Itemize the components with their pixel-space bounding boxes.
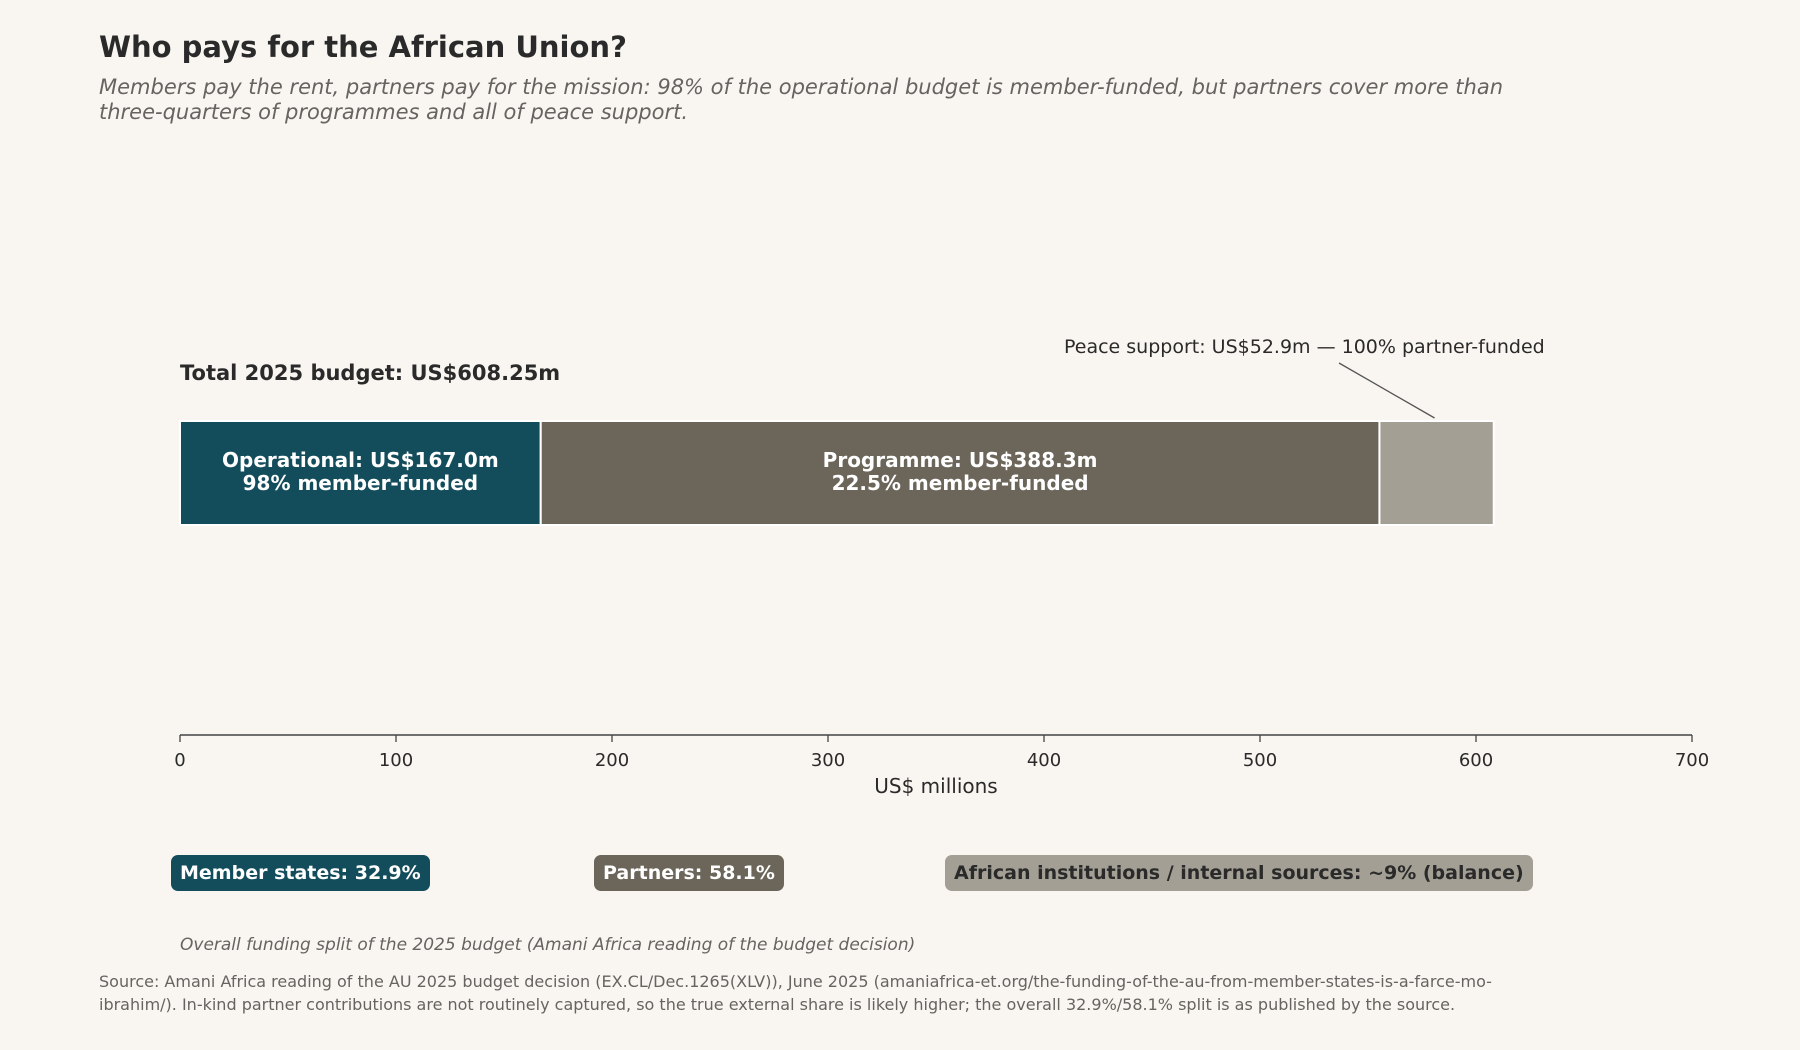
segment-label-0: Operational: US$167.0m [222, 448, 499, 472]
x-tick-label-700: 700 [1675, 750, 1709, 771]
legend-african-institutions: African institutions / internal sources:… [945, 855, 1533, 891]
bar-segment-peace-support [1378, 420, 1495, 526]
x-tick-label-100: 100 [379, 750, 413, 771]
legend-partners: Partners: 58.1% [594, 855, 784, 891]
segment-sublabel-0: 98% member-funded [243, 471, 479, 495]
peace-support-annotation: Peace support: US$52.9m — 100% partner-f… [1064, 336, 1545, 358]
x-axis-label: US$ millions [874, 774, 997, 798]
x-tick-label-600: 600 [1459, 750, 1493, 771]
x-tick-label-400: 400 [1027, 750, 1061, 771]
bar-segment-programme [539, 420, 1381, 526]
total-budget-label: Total 2025 budget: US$608.25m [180, 361, 560, 385]
x-tick-label-200: 200 [595, 750, 629, 771]
x-tick-label-500: 500 [1243, 750, 1277, 771]
chart-caption: Overall funding split of the 2025 budget… [180, 935, 916, 955]
legend-member-states: Member states: 32.9% [171, 855, 430, 891]
chart-subtitle: Members pay the rent, partners pay for t… [99, 75, 1504, 124]
source-note: Source: Amani Africa reading of the AU 2… [99, 972, 1492, 1014]
x-tick-label-300: 300 [811, 750, 845, 771]
segment-label-1: Programme: US$388.3m [823, 448, 1098, 472]
x-tick-label-0: 0 [174, 750, 185, 771]
annotation-leader-line [1338, 362, 1435, 419]
segment-sublabel-1: 22.5% member-funded [832, 471, 1089, 495]
chart-title: Who pays for the African Union? [99, 30, 627, 64]
